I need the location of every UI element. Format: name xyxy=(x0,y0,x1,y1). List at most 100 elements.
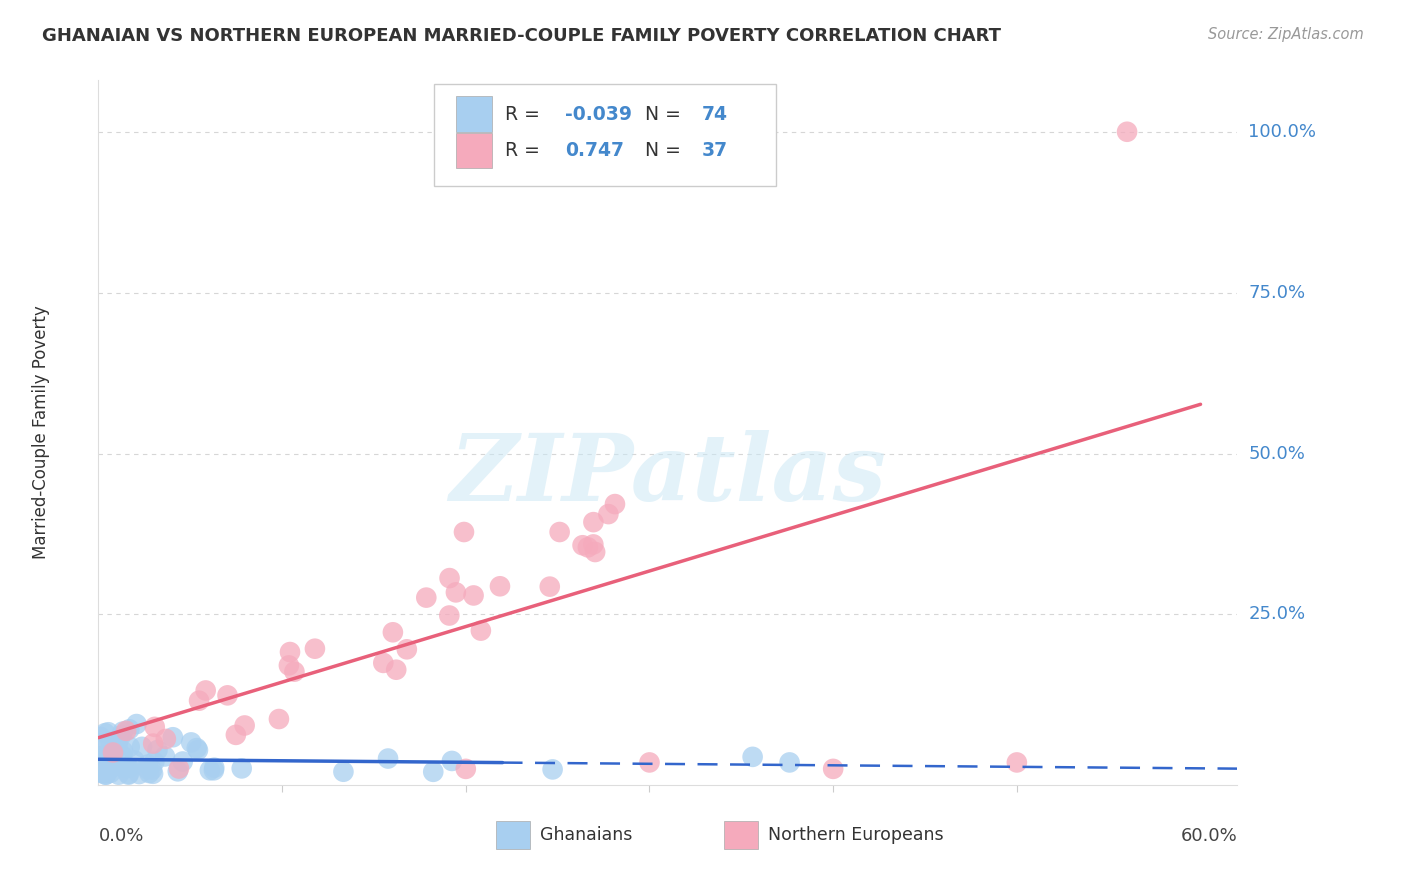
Text: 25.0%: 25.0% xyxy=(1249,606,1306,624)
Point xyxy=(373,656,395,670)
Point xyxy=(98,752,121,766)
Point xyxy=(111,748,134,763)
Text: Source: ZipAtlas.com: Source: ZipAtlas.com xyxy=(1208,27,1364,42)
Point xyxy=(143,755,166,769)
Point xyxy=(142,737,165,751)
Text: R =: R = xyxy=(505,141,546,161)
Point xyxy=(117,767,139,781)
Point xyxy=(89,761,111,775)
Point xyxy=(100,737,122,751)
Point xyxy=(111,744,134,758)
Point xyxy=(118,739,141,754)
Point xyxy=(172,755,194,769)
Point xyxy=(194,683,217,698)
Point xyxy=(576,541,599,555)
Point xyxy=(489,579,512,593)
Point xyxy=(603,497,626,511)
Point xyxy=(638,756,661,770)
Point xyxy=(582,515,605,529)
Text: N =: N = xyxy=(645,141,688,161)
Point xyxy=(146,743,169,757)
Text: R =: R = xyxy=(505,104,546,124)
Point xyxy=(166,764,188,779)
Text: 37: 37 xyxy=(702,141,728,161)
Text: 0.747: 0.747 xyxy=(565,141,624,161)
Point xyxy=(583,545,606,559)
Text: 75.0%: 75.0% xyxy=(1249,284,1306,301)
Point xyxy=(90,755,112,769)
Point xyxy=(107,767,129,781)
Point xyxy=(115,723,138,738)
Point xyxy=(94,726,117,740)
Point xyxy=(167,762,190,776)
Point xyxy=(415,591,437,605)
Point xyxy=(97,725,120,739)
Point xyxy=(186,741,208,756)
FancyBboxPatch shape xyxy=(456,96,492,132)
Text: -0.039: -0.039 xyxy=(565,104,633,124)
Point xyxy=(1005,756,1028,770)
Point xyxy=(439,608,461,623)
Point xyxy=(98,754,121,768)
Point xyxy=(89,750,111,764)
Point xyxy=(128,767,150,781)
Point xyxy=(89,737,111,751)
Point xyxy=(153,749,176,764)
Point xyxy=(470,624,492,638)
Text: 60.0%: 60.0% xyxy=(1181,827,1237,846)
Point xyxy=(125,717,148,731)
Point xyxy=(233,718,256,732)
Text: 74: 74 xyxy=(702,104,728,124)
Point xyxy=(90,758,112,772)
Point xyxy=(198,764,221,778)
Point xyxy=(111,724,134,739)
Point xyxy=(444,585,467,599)
Point xyxy=(141,763,163,777)
Point xyxy=(100,765,122,780)
Point xyxy=(541,763,564,777)
Point xyxy=(118,760,141,774)
Point xyxy=(114,761,136,775)
Point xyxy=(571,538,593,552)
Point xyxy=(94,766,117,780)
Point xyxy=(89,730,111,744)
Point xyxy=(93,760,115,774)
Point xyxy=(823,762,845,776)
Point xyxy=(162,731,184,745)
Point xyxy=(107,736,129,750)
Point xyxy=(93,766,115,780)
Point xyxy=(155,731,177,746)
Point xyxy=(231,761,253,775)
Point xyxy=(90,764,112,779)
Point xyxy=(94,756,117,770)
Text: Northern Europeans: Northern Europeans xyxy=(768,826,943,844)
Point xyxy=(89,765,111,780)
Point xyxy=(202,764,225,778)
Point xyxy=(100,760,122,774)
Point xyxy=(381,625,404,640)
Point xyxy=(94,767,117,781)
Point xyxy=(124,753,146,767)
Point xyxy=(91,748,114,763)
Text: N =: N = xyxy=(645,104,688,124)
Point xyxy=(136,762,159,776)
FancyBboxPatch shape xyxy=(724,821,758,849)
Point xyxy=(89,755,111,769)
FancyBboxPatch shape xyxy=(456,133,492,169)
Point xyxy=(277,658,299,673)
Point xyxy=(422,764,444,779)
Point xyxy=(93,763,115,777)
Point xyxy=(143,720,166,734)
Point xyxy=(136,757,159,772)
Point xyxy=(453,524,475,539)
Point xyxy=(395,642,418,657)
Point xyxy=(96,748,118,763)
Point xyxy=(117,761,139,775)
Point xyxy=(93,755,115,769)
Point xyxy=(142,766,165,780)
Point xyxy=(138,766,160,780)
Point xyxy=(377,751,399,765)
Text: 0.0%: 0.0% xyxy=(98,827,143,846)
Point xyxy=(278,645,301,659)
Point xyxy=(741,749,763,764)
